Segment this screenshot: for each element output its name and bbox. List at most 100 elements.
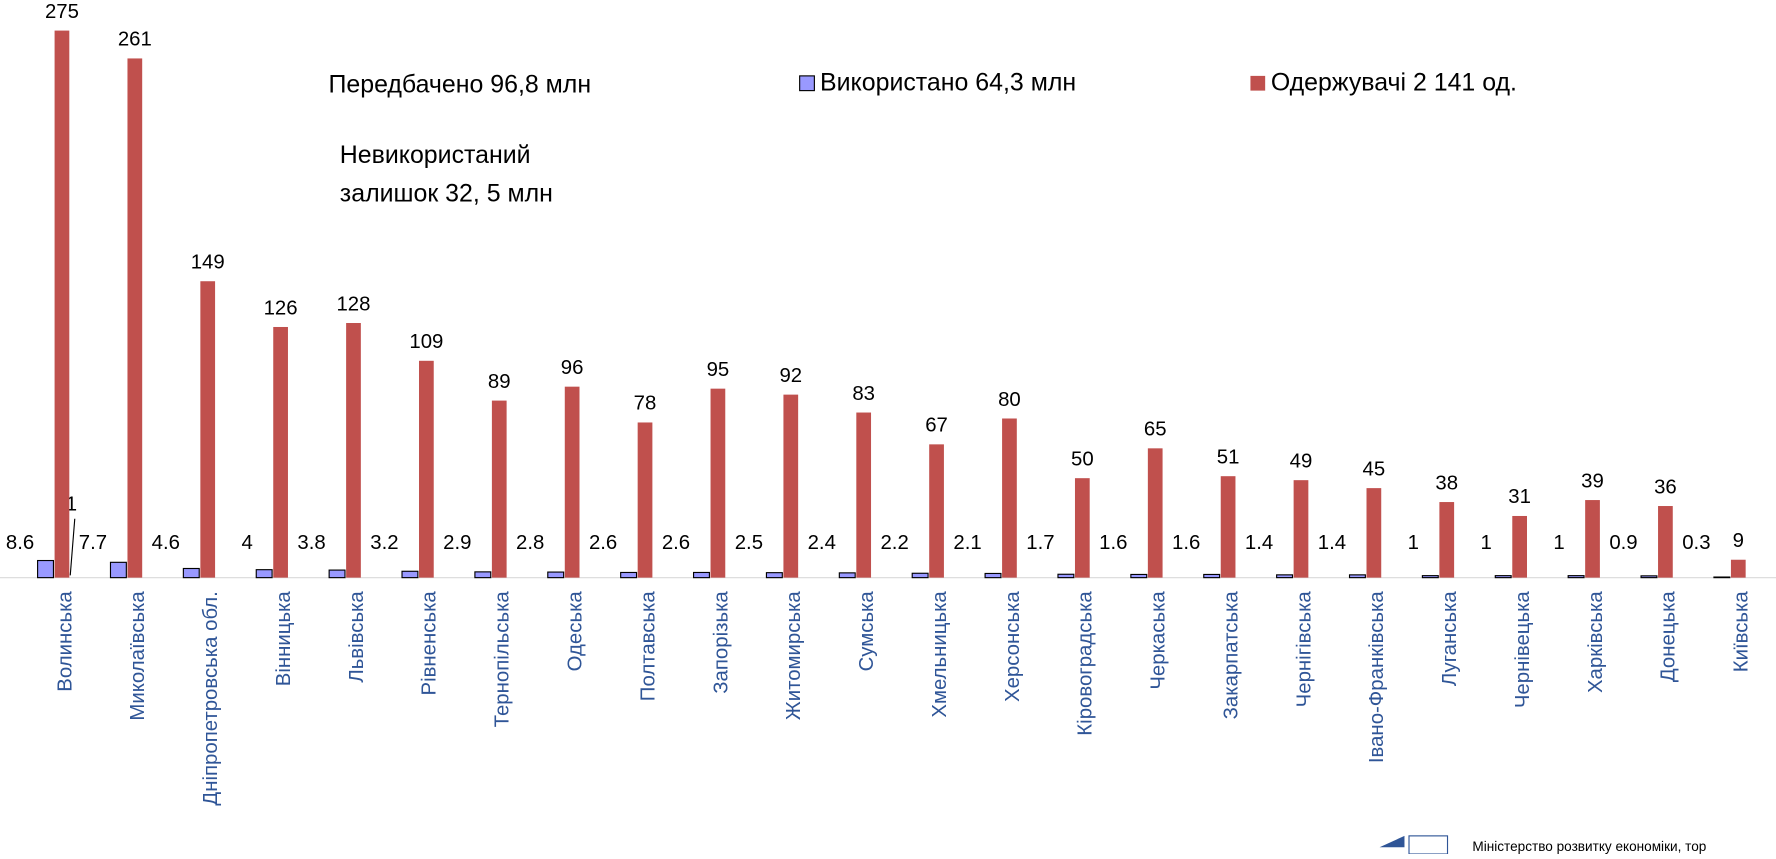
x-tick-label: Чернівецька xyxy=(1512,591,1534,709)
bar xyxy=(1421,575,1439,579)
bar xyxy=(620,571,638,579)
value-label: 0.3 xyxy=(1682,532,1710,554)
bar xyxy=(1002,418,1017,578)
legend-swatch xyxy=(799,75,815,92)
bar xyxy=(856,412,872,578)
x-tick-label: Закарпатська xyxy=(1220,591,1242,720)
x-tick-label: Львівська xyxy=(346,591,368,683)
x-tick-label: Хмельницька xyxy=(929,591,951,718)
bar xyxy=(1074,478,1090,578)
bar xyxy=(1494,575,1512,579)
x-tick-label: Житомирська xyxy=(783,591,805,721)
value-label: 95 xyxy=(707,359,730,381)
value-label: 1 xyxy=(1553,532,1564,554)
annotation: Невикористаний xyxy=(340,141,531,169)
value-label: 4 xyxy=(242,532,253,554)
bar xyxy=(474,571,492,579)
value-label: 0.9 xyxy=(1609,532,1637,554)
value-label: 128 xyxy=(336,293,370,315)
value-label: 2.2 xyxy=(880,532,908,554)
x-tick-label: Миколаївська xyxy=(127,591,149,721)
value-label: 7.7 xyxy=(79,532,107,554)
leader-line xyxy=(69,518,76,576)
value-label: 126 xyxy=(264,297,298,319)
bar xyxy=(1640,575,1658,579)
x-tick-label: Волинська xyxy=(54,591,76,692)
bar xyxy=(1220,476,1236,578)
value-label: 83 xyxy=(852,383,875,405)
annotation: 1 xyxy=(66,494,77,516)
x-tick-label: Луганська xyxy=(1439,591,1461,687)
bar xyxy=(54,30,70,578)
bar xyxy=(637,422,653,578)
x-tick-label: Херсонська xyxy=(1002,591,1024,702)
bar xyxy=(1658,506,1673,578)
value-label: 1.4 xyxy=(1245,532,1273,554)
x-tick-label: Київська xyxy=(1731,591,1753,673)
bar xyxy=(401,570,419,579)
value-label: 2.6 xyxy=(589,532,617,554)
value-label: 2.4 xyxy=(808,532,836,554)
value-label: 31 xyxy=(1508,486,1531,508)
value-label: 39 xyxy=(1581,470,1604,492)
value-label: 67 xyxy=(925,415,948,437)
value-label: 51 xyxy=(1217,446,1240,468)
bar xyxy=(109,561,127,579)
bar xyxy=(1439,502,1455,578)
value-label: 1.7 xyxy=(1026,532,1054,554)
x-tick-label: Одеська xyxy=(564,591,586,672)
x-tick-label: Черкаська xyxy=(1148,591,1170,690)
bar xyxy=(1057,573,1075,579)
value-label: 49 xyxy=(1290,450,1313,472)
value-label: 261 xyxy=(118,29,152,51)
x-tick-label: Дніпропетровська обл. xyxy=(200,591,222,805)
bar xyxy=(1366,488,1382,578)
value-label: 2.1 xyxy=(953,532,981,554)
value-label: 2.6 xyxy=(662,532,690,554)
bar xyxy=(1585,500,1600,578)
value-label: 65 xyxy=(1144,419,1167,441)
value-label: 4.6 xyxy=(152,532,180,554)
x-tick-label: Івано-Франківська xyxy=(1366,591,1388,764)
legend-label: Використано 64,3 млн xyxy=(820,68,1076,96)
value-label: 50 xyxy=(1071,448,1094,470)
value-label: 8.6 xyxy=(6,532,34,554)
bar xyxy=(547,571,565,579)
bar xyxy=(838,572,856,579)
value-label: 89 xyxy=(488,371,511,393)
bar xyxy=(1293,480,1309,578)
bar xyxy=(710,388,726,578)
bar xyxy=(1348,574,1366,579)
value-label: 3.8 xyxy=(297,532,325,554)
value-label: 9 xyxy=(1733,530,1744,552)
bar xyxy=(1567,575,1585,579)
value-label: 2.9 xyxy=(443,532,471,554)
bar xyxy=(984,572,1002,579)
bar xyxy=(182,567,200,579)
bar xyxy=(929,444,944,578)
bar xyxy=(255,569,273,579)
bar xyxy=(328,569,346,579)
bar xyxy=(692,571,710,579)
value-label: 45 xyxy=(1363,458,1386,480)
value-label: 36 xyxy=(1654,476,1677,498)
value-label: 3.2 xyxy=(370,532,398,554)
footer: Міністерство розвитку економіки, тор xyxy=(1472,839,1706,854)
value-label: 275 xyxy=(45,1,79,23)
value-label: 149 xyxy=(191,252,225,274)
x-tick-label: Донецька xyxy=(1658,591,1680,683)
bar xyxy=(346,323,361,578)
value-label: 78 xyxy=(634,393,657,415)
value-label: 1.6 xyxy=(1172,532,1200,554)
value-label: 2.5 xyxy=(735,532,763,554)
value-label: 38 xyxy=(1435,472,1458,494)
value-label: 80 xyxy=(998,389,1021,411)
legend-label: Одержувачі 2 141 од. xyxy=(1271,68,1517,96)
annotation: Передбачено 96,8 млн xyxy=(328,71,591,99)
bar xyxy=(1130,573,1148,579)
value-label: 1.6 xyxy=(1099,532,1127,554)
x-tick-label: Рівненська xyxy=(419,591,441,696)
x-tick-label: Кіровоградська xyxy=(1075,591,1097,736)
x-tick-label: Харківська xyxy=(1585,591,1607,693)
